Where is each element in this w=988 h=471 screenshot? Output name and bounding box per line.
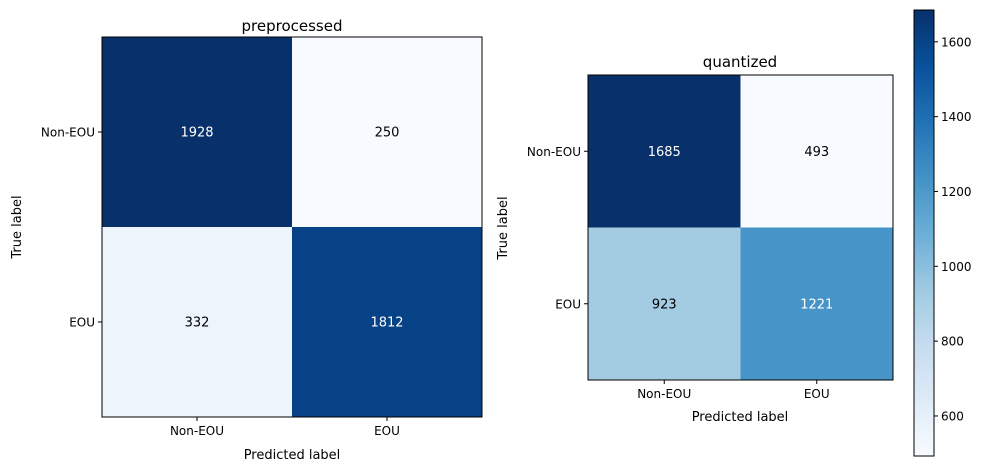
colorbar-tick-label: 1400 [941, 110, 972, 124]
y-tick-label: EOU [555, 297, 581, 311]
matrix-cell [588, 227, 741, 380]
cell-value-label: 1221 [800, 297, 833, 312]
plot-frame [101, 36, 483, 418]
cell-value-label: 1928 [180, 126, 213, 141]
x-tick-label: Non-EOU [637, 387, 691, 401]
cell-value-label: 493 [804, 145, 829, 160]
matrix-cell [292, 37, 482, 227]
matrix-cell [740, 227, 893, 380]
y-tick-label: EOU [69, 316, 95, 330]
colorbar-tick-label: 1200 [941, 185, 972, 199]
y-axis-label: True label [496, 196, 511, 260]
cell-value-label: 1812 [370, 316, 403, 331]
x-tick-label: EOU [804, 387, 830, 401]
y-axis-label: True label [10, 195, 25, 259]
matrix-cells: 1928 250 332 1812 [102, 37, 482, 417]
matrix-cell [102, 227, 292, 417]
cell-value-label: 250 [375, 126, 400, 141]
colorbar-gradient [913, 9, 935, 457]
matrix-cell [102, 37, 292, 227]
panel-title: quantized [703, 53, 777, 71]
y-tick-label: Non-EOU [41, 126, 95, 140]
colorbar-tick-label: 600 [941, 409, 964, 423]
matrix-cell [740, 75, 893, 228]
x-axis-label: Predicted label [692, 410, 789, 425]
colorbar-tick-label: 1000 [941, 260, 972, 274]
colorbar-tick-label: 1600 [941, 35, 972, 49]
colorbar-tick-label: 800 [941, 335, 964, 349]
matrix-cell [588, 75, 741, 228]
cell-value-label: 1685 [648, 145, 681, 160]
plot-frame [587, 74, 894, 381]
colorbar-ticks: 600 800 1000 1200 1400 1600 [934, 35, 972, 423]
y-tick-label: Non-EOU [527, 145, 581, 159]
x-tick-label: Non-EOU [170, 424, 224, 438]
colorbar: 600 800 1000 1200 1400 1600 [913, 9, 972, 457]
x-tick-label: EOU [374, 424, 400, 438]
cell-value-label: 332 [185, 316, 210, 331]
axis-ticks: Non-EOU EOU Non-EOU EOU [527, 145, 830, 401]
matrix-cells: 1685 493 923 1221 [588, 75, 893, 380]
axis-ticks: Non-EOU EOU Non-EOU EOU [41, 126, 400, 439]
panel-title: preprocessed [242, 17, 343, 35]
x-axis-label: Predicted label [244, 448, 341, 463]
cell-value-label: 923 [652, 297, 677, 312]
matrix-cell [292, 227, 482, 417]
